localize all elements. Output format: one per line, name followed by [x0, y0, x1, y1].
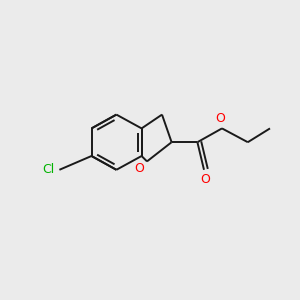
- Text: O: O: [201, 173, 210, 186]
- Text: Cl: Cl: [42, 163, 54, 176]
- Text: O: O: [216, 112, 225, 125]
- Text: O: O: [135, 162, 144, 176]
